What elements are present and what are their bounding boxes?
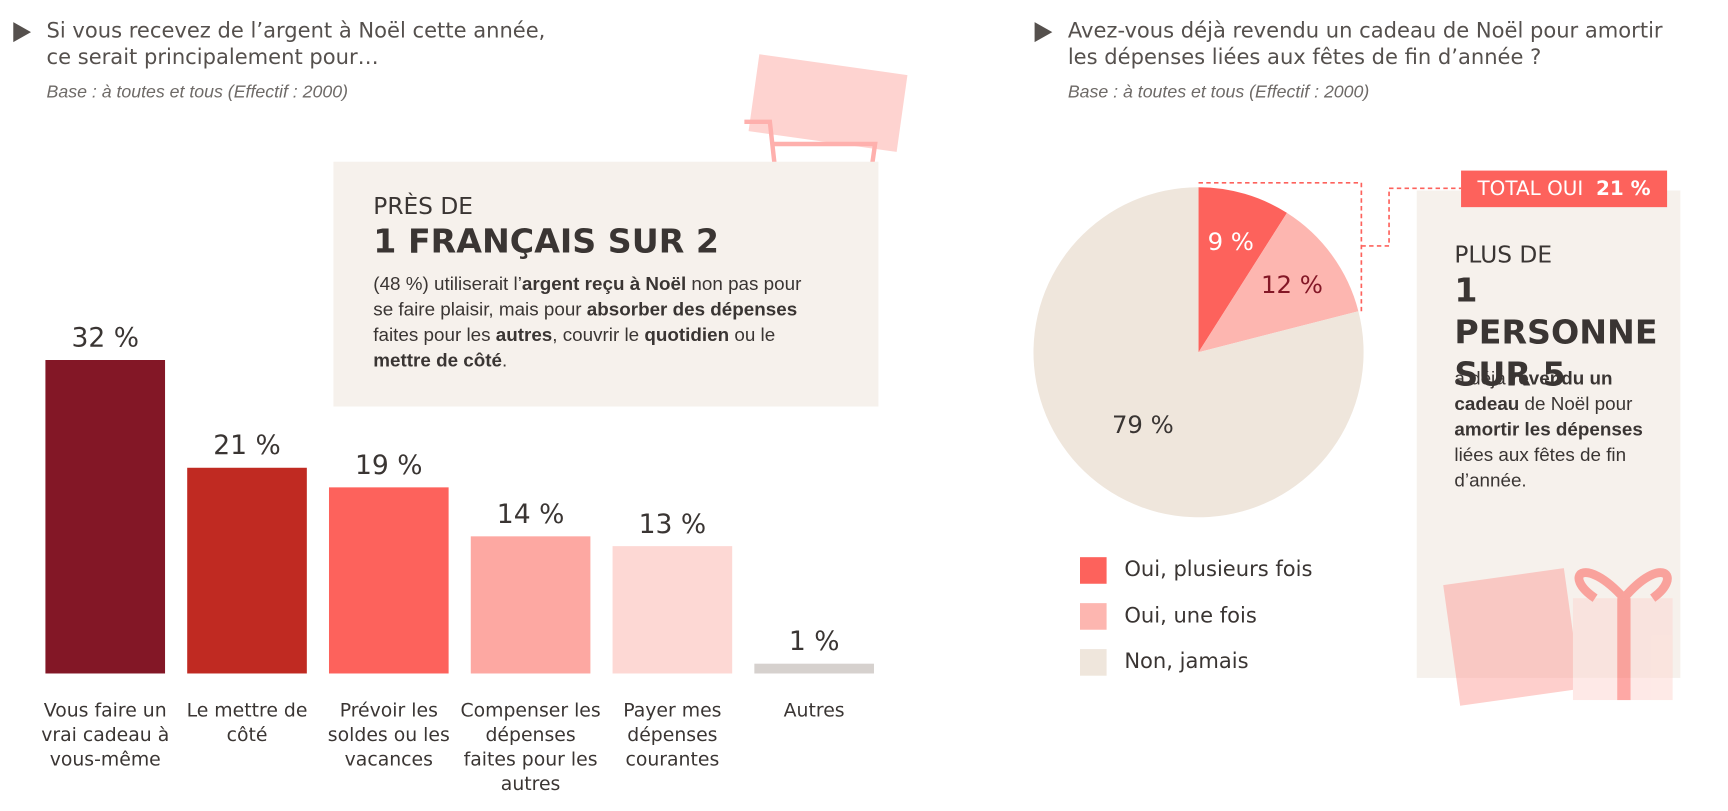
annotation: TOTAL OUI: [1477, 177, 1584, 201]
value-label: 12 %: [1261, 270, 1323, 299]
x-tick-label: Prévoir les soldes ou les vacances: [327, 700, 450, 771]
bar: [470, 536, 591, 674]
pie-slice: [1198, 187, 1287, 353]
legend-swatch: [1080, 649, 1107, 676]
bar: [328, 487, 449, 674]
callout-text: a déjà: [1454, 367, 1511, 389]
callout-text: .: [502, 350, 508, 372]
bar: [45, 360, 166, 674]
callout-text: argent reçu à Noël: [521, 273, 687, 295]
callout-text: autres: [495, 324, 553, 346]
callout-text: de Noël pour: [1519, 393, 1633, 415]
legend-swatch: [1080, 557, 1107, 584]
x-tick-label: Le mettre de côté: [186, 700, 308, 747]
callout-text: liées aux fêtes de fin d’année.: [1454, 444, 1627, 491]
x-tick-label: Autres: [783, 700, 845, 723]
legend-label: Non, jamais: [1124, 649, 1249, 674]
callout-body: (48 %) utiliserait l’argent reçu à Noël …: [373, 271, 805, 373]
pie-slice: [1198, 212, 1359, 353]
callout-text: non pas pour se faire plaisir, mais pour: [373, 273, 802, 321]
bar: [754, 663, 874, 674]
value-label: 1 %: [788, 626, 840, 658]
callout-body: a déjà revendu un cadeau de Noël pour am…: [1454, 366, 1664, 493]
callout-text: quotidien: [644, 324, 730, 346]
x-tick-label: Compenser les dépenses faites pour les a…: [460, 700, 601, 796]
callout-text: ou le: [729, 324, 776, 346]
chart-subtitle: Base : à toutes et tous (Effectif : 2000…: [46, 83, 348, 102]
value-label: 9 %: [1208, 227, 1254, 256]
value-label: 79 %: [1112, 410, 1174, 439]
callout-text: (48 %) utiliserait l’: [373, 273, 522, 295]
callout-text: faites pour les: [373, 324, 496, 346]
value-label: 14 %: [496, 498, 565, 530]
callout-text: absorber des dépenses: [586, 299, 798, 321]
total-badge: TOTAL OUI 21 %: [1461, 170, 1668, 208]
legend-label: Oui, plusieurs fois: [1124, 557, 1313, 582]
callout-headline: 1 PERSONNE SUR 5: [1454, 271, 1658, 395]
callout-box: PRÈS DE 1 FRANÇAIS SUR 2 (48 %) utiliser…: [333, 161, 879, 407]
bar: [612, 546, 733, 674]
chart-subtitle: Base : à toutes et tous (Effectif : 2000…: [1067, 83, 1370, 102]
legend-label: Oui, une fois: [1124, 603, 1257, 628]
gift-illustration: [1443, 568, 1673, 706]
x-tick-label: Vous faire un vrai cadeau à vous-même: [41, 700, 170, 771]
chart-title: Si vous recevez de l’argent à Noël cette…: [46, 18, 546, 70]
x-tick-label: Payer mes dépenses courantes: [623, 700, 722, 771]
callout-kicker: PLUS DE: [1454, 241, 1553, 269]
callout-headline: 1 FRANÇAIS SUR 2: [373, 222, 719, 262]
chart-title: Avez-vous déjà revendu un cadeau de Noël…: [1067, 18, 1663, 70]
value-label: 13 %: [638, 508, 707, 540]
callout-text: , couvrir le: [552, 324, 645, 346]
callout-kicker: PRÈS DE: [373, 192, 473, 220]
bullet: [13, 22, 32, 43]
value-label: 19 %: [355, 449, 423, 481]
annotation-value: 21 %: [1595, 177, 1651, 201]
leader-line: [1198, 181, 1462, 312]
legend-swatch: [1080, 603, 1107, 630]
pie-slice: [1033, 187, 1364, 518]
bar: [187, 467, 307, 674]
bullet: [1034, 22, 1053, 43]
value-label: 32 %: [71, 322, 139, 354]
callout-text: revendu un cadeau: [1454, 367, 1613, 415]
callout-text: amortir les dépenses: [1454, 418, 1643, 440]
callout-text: mettre de côté: [373, 350, 503, 372]
value-label: 21 %: [213, 430, 281, 462]
